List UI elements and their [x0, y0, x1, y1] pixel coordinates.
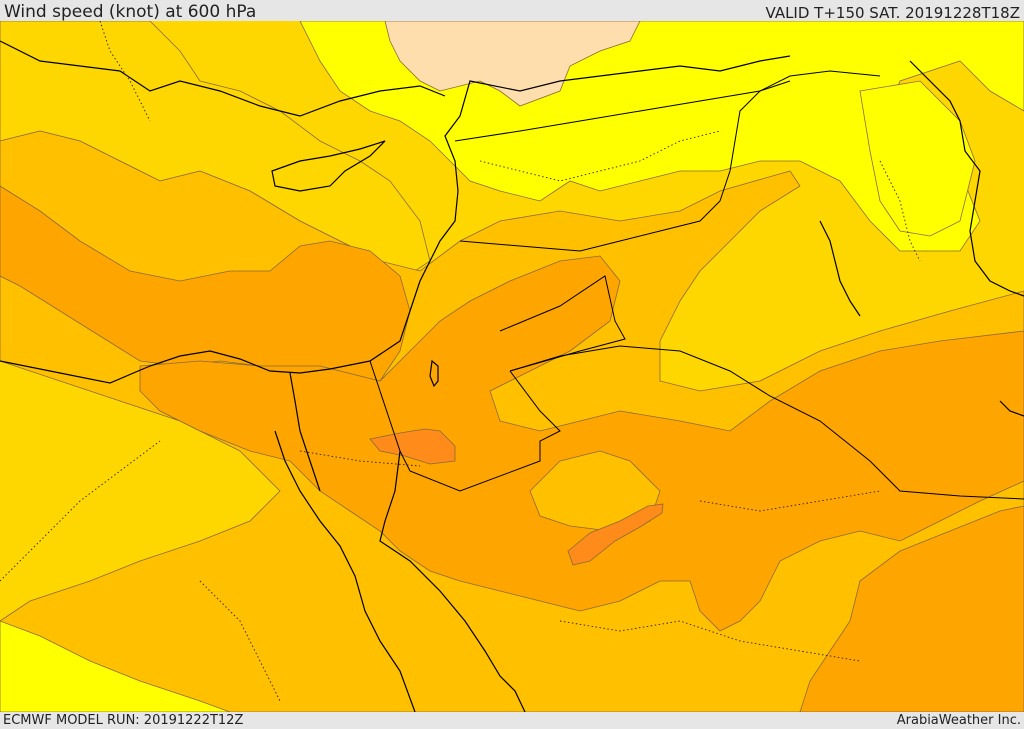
border-egypt-libya-north [369, 360, 561, 492]
map-title: Wind speed (knot) at 600 hPa [4, 2, 257, 22]
admin-border-dotted-3 [559, 620, 861, 662]
admin-border-dotted-1 [0, 440, 161, 582]
valid-time: VALID T+150 SAT. 20191228T18Z [765, 4, 1020, 22]
wind-speed-map [0, 21, 1024, 712]
coastline-mediterranean [0, 55, 791, 384]
border-jordan-saudi [499, 275, 626, 372]
coastline-gulf-arabia [819, 220, 861, 317]
field-level-1-southwest [0, 620, 231, 712]
coastline-arabia-east [999, 400, 1024, 417]
field-level-0-north [384, 21, 641, 107]
field-level-4-southeast [799, 505, 1024, 712]
border-iraq-syria [459, 80, 791, 252]
coastline-red-sea-east [379, 450, 526, 712]
coastline-red-sea-west [274, 430, 416, 712]
cyprus-island [271, 140, 386, 192]
field-level-4-arabia [139, 255, 1024, 632]
footer-bar: ECMWF MODEL RUN: 20191222T12Z ArabiaWeat… [0, 712, 1024, 729]
field-level-5-arabia [567, 503, 664, 566]
admin-border-dotted-4 [699, 490, 881, 512]
admin-border-dotted-7 [199, 580, 281, 702]
admin-border-dotted-6 [879, 160, 921, 262]
header-bar: Wind speed (knot) at 600 hPa VALID T+150… [0, 0, 1024, 22]
coastline-gulf-suez [289, 372, 321, 492]
field-level-1-east [859, 80, 976, 237]
coastline-persian-gulf [909, 60, 1024, 297]
dead-sea [429, 359, 439, 388]
coastline-turkey [0, 40, 446, 117]
border-turkey-syria [454, 70, 881, 142]
field-level-5-sinai [369, 428, 456, 465]
credit-label: ArabiaWeather Inc. [896, 713, 1021, 728]
admin-border-dotted-2 [299, 450, 421, 467]
border-saudi-iraq [509, 345, 1024, 500]
model-run-label: ECMWF MODEL RUN: 20191222T12Z [3, 713, 244, 728]
field-level-4-mediterranean [0, 185, 411, 382]
admin-border-dotted-5 [479, 130, 721, 182]
